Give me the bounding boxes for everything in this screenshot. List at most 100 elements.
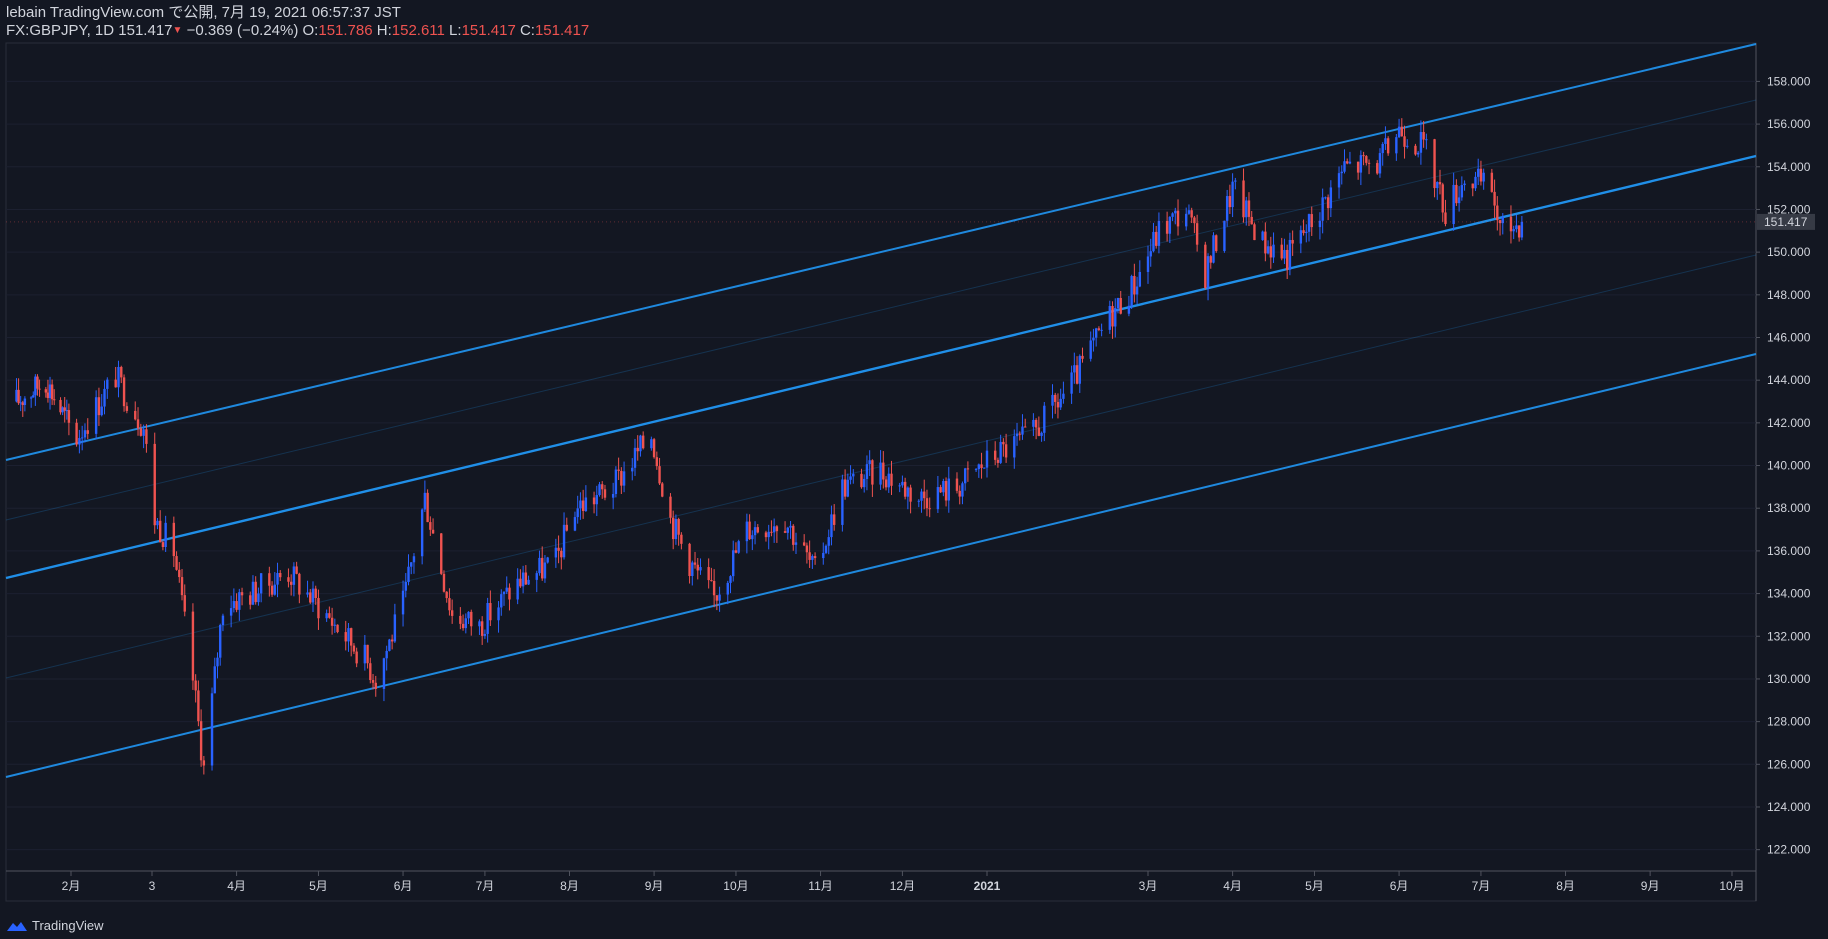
last-price-marker: 151.417 (6, 213, 1815, 230)
time-tick-label: 11月 (808, 879, 832, 893)
candle-body (48, 384, 52, 399)
candle-body (164, 522, 167, 547)
candle-body (633, 447, 637, 468)
candle-body (1444, 212, 1447, 225)
candle-body (617, 469, 620, 471)
candle-body (622, 471, 626, 486)
candle-body (423, 492, 427, 510)
footer-brand[interactable]: TradingView (6, 918, 104, 933)
candle-body (1185, 213, 1188, 227)
time-tick-label: 3 (149, 879, 156, 893)
candle-body (1302, 230, 1305, 234)
channel-lines[interactable] (5, 43, 1757, 778)
candle-body (674, 519, 678, 540)
candle-body (1187, 210, 1191, 214)
channel-line[interactable] (5, 353, 1757, 778)
candle-body (382, 658, 386, 689)
candle-body (1165, 220, 1169, 234)
candle-body (1436, 182, 1439, 189)
candle-body (59, 399, 62, 413)
time-tick-label: 6月 (1390, 879, 1409, 893)
candle-body (1073, 365, 1076, 373)
time-tick-label: 8月 (560, 879, 579, 893)
candle-body (232, 601, 236, 609)
candle-body (652, 439, 656, 458)
candle-body (565, 524, 568, 531)
candle-body (901, 481, 904, 486)
candle-body (276, 573, 279, 585)
candle-body (890, 473, 893, 486)
candle-body (579, 500, 582, 509)
candle-body (1108, 306, 1112, 330)
candle-body (794, 542, 798, 545)
candle-body (1015, 433, 1019, 437)
candle-body (1384, 138, 1387, 144)
price-tick-label: 124.000 (1767, 800, 1811, 814)
time-axis[interactable]: 2月 3 4月 5月 6月 7月 8月 9月 10月 11月 12月 2021 3月 4月 5月 6月 7月 8月… (62, 871, 1745, 893)
price-axis[interactable]: 122.000 124.000 126.000 128.000 130.000 132.0… (1756, 74, 1811, 857)
candle-body (478, 621, 481, 627)
candle-body (279, 573, 282, 578)
candle-body (325, 613, 328, 619)
candle-body (23, 398, 27, 405)
candle-body (1272, 244, 1275, 258)
candle-body (1250, 216, 1253, 225)
candle-body (557, 547, 560, 551)
candle-body (584, 497, 588, 512)
candle-body (461, 623, 465, 629)
candle-body (15, 389, 18, 402)
candle-body (330, 617, 334, 626)
candle-body (789, 525, 792, 528)
price-tick-label: 156.000 (1767, 117, 1811, 131)
candle-body (1463, 183, 1466, 186)
candle-body (388, 639, 391, 651)
candle-body (576, 508, 579, 518)
price-tick-label: 122.000 (1767, 843, 1811, 857)
candle-body (117, 366, 120, 388)
candle-body (467, 611, 470, 619)
candle-body (240, 592, 244, 596)
channel-midline[interactable] (5, 99, 1757, 521)
candle-body (712, 580, 716, 596)
candle-body (1348, 161, 1352, 164)
candle-body (1223, 220, 1226, 252)
time-tick-label: 8月 (1556, 879, 1575, 893)
candle-body (1343, 161, 1346, 172)
candle-body (1215, 235, 1218, 252)
candle-body (846, 479, 850, 497)
candle-body (639, 435, 642, 452)
price-tick-label: 152.000 (1767, 202, 1811, 216)
candle-body (1168, 216, 1172, 234)
channel-line[interactable] (5, 154, 1757, 580)
candle-body (1195, 223, 1199, 245)
candle-body (767, 531, 770, 538)
candle-body (153, 443, 156, 526)
candle-body (519, 578, 522, 587)
candle-body (1056, 401, 1060, 408)
open-label: O: (302, 22, 319, 39)
candle-body (824, 545, 828, 553)
candle-body (661, 483, 664, 497)
candle-body (352, 645, 356, 652)
candle-body (1242, 180, 1245, 218)
candle-body (524, 572, 528, 585)
candle-body (75, 422, 78, 445)
candle-body (1386, 138, 1390, 154)
candle-body (1264, 231, 1267, 254)
candle-body (636, 447, 639, 452)
price-tick-label: 142.000 (1767, 416, 1811, 430)
price-tick-label: 146.000 (1767, 330, 1811, 344)
candle-body (680, 534, 683, 544)
candle-body (317, 598, 320, 619)
candle-body (1512, 229, 1515, 232)
candle-body (448, 598, 451, 611)
candle-body (34, 376, 37, 396)
candle-body (213, 666, 216, 694)
candle-body (1471, 183, 1474, 189)
candle-body (235, 601, 238, 610)
channel-line[interactable] (5, 43, 1757, 461)
candle-body (306, 592, 309, 595)
candle-body (80, 437, 84, 439)
candle-body (1013, 436, 1016, 458)
